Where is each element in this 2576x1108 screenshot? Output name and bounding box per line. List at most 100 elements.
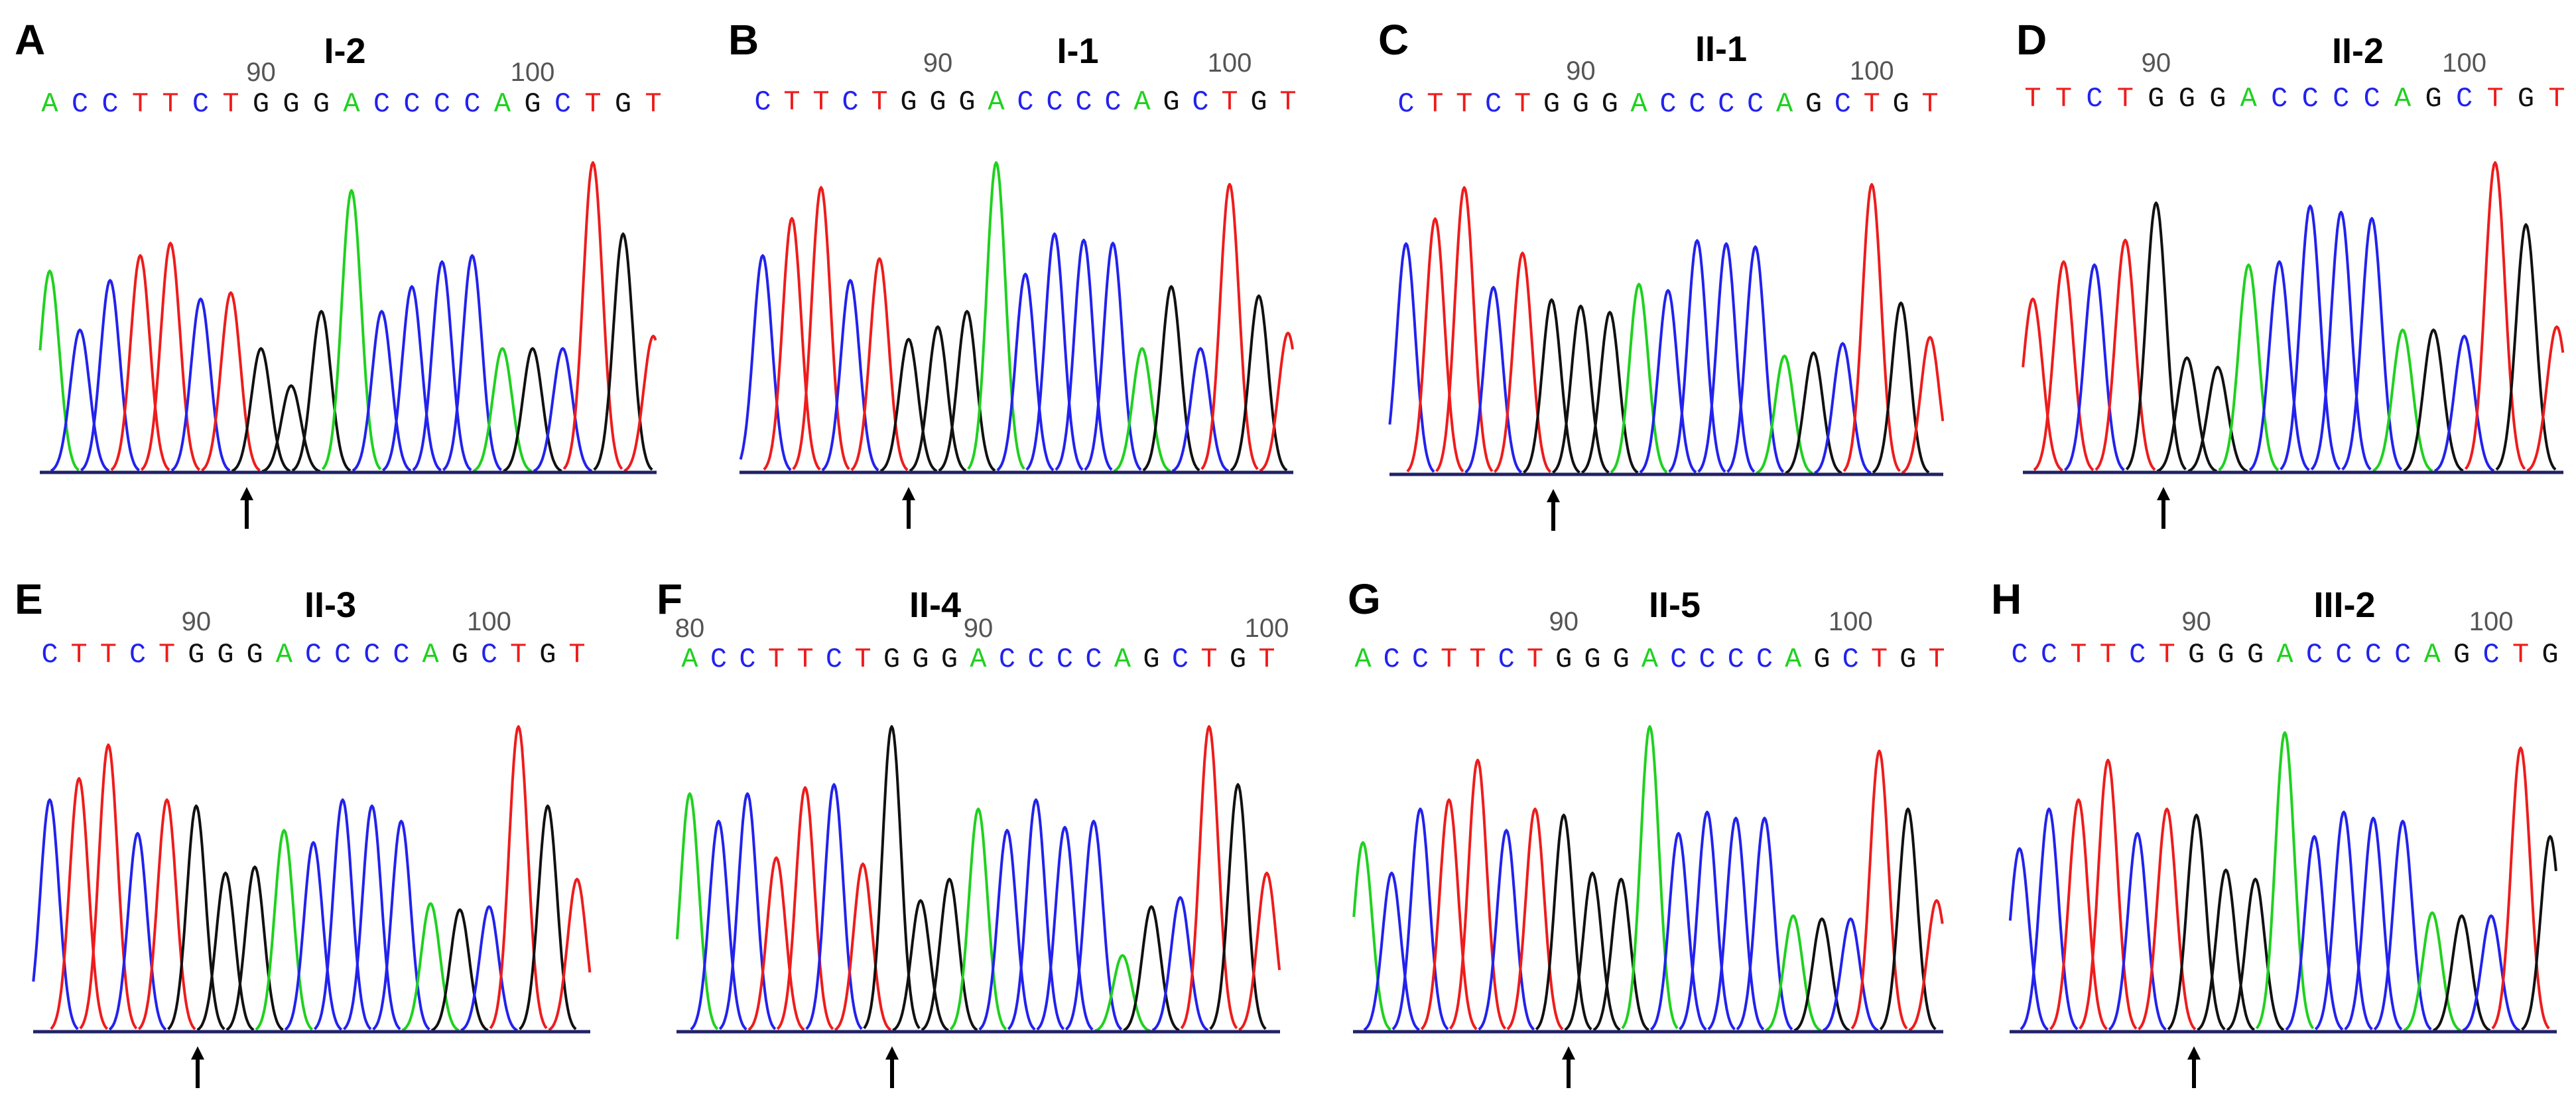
base-call: G xyxy=(1813,644,1830,675)
peak-G xyxy=(1793,917,1850,1032)
base-call: T xyxy=(2548,83,2565,115)
base-call: T xyxy=(1427,88,1443,120)
mutation-arrow-icon xyxy=(2157,487,2170,529)
peak-A xyxy=(472,347,533,472)
peak-G xyxy=(2167,813,2226,1030)
base-call: A xyxy=(494,88,511,120)
base-call: C xyxy=(1027,644,1044,675)
peak-A xyxy=(321,189,382,470)
base-call: G xyxy=(2453,639,2470,671)
peak-A xyxy=(2255,731,2315,1030)
peak-T xyxy=(1449,758,1507,1030)
peak-G xyxy=(1535,813,1592,1030)
base-call: T xyxy=(1258,644,1275,675)
base-call: C xyxy=(2302,83,2319,115)
base-call: T xyxy=(584,88,601,120)
peak-A xyxy=(1621,725,1679,1030)
base-call: G xyxy=(2218,639,2234,671)
peak-C xyxy=(1697,242,1756,473)
base-call: G xyxy=(2425,83,2442,115)
peak-C xyxy=(1363,871,1420,1032)
base-call: T xyxy=(2024,83,2041,115)
peak-C xyxy=(2314,810,2373,1030)
peak-T xyxy=(2022,297,2063,472)
base-call: A xyxy=(1631,88,1648,120)
mutation-arrow-icon xyxy=(191,1046,204,1088)
base-call: T xyxy=(1441,644,1457,675)
base-call: C xyxy=(2335,639,2352,671)
peak-T xyxy=(110,254,170,471)
peak-C xyxy=(1668,239,1726,473)
base-call: C xyxy=(1485,88,1502,120)
peak-C xyxy=(2280,204,2341,470)
base-call: G xyxy=(524,88,541,120)
peak-C xyxy=(1478,829,1535,1031)
base-call: G xyxy=(2148,83,2164,115)
panel-letter: A xyxy=(15,16,45,64)
peak-G xyxy=(2197,868,2255,1031)
peak-G xyxy=(503,347,562,472)
peak-A xyxy=(949,807,1007,1030)
base-call: G xyxy=(1584,644,1600,675)
base-call: T xyxy=(871,86,887,118)
base-call: G xyxy=(539,639,556,671)
peak-A xyxy=(1756,354,1813,474)
base-call: C xyxy=(1835,88,1851,120)
base-call: T xyxy=(2055,83,2072,115)
peak-C xyxy=(372,819,430,1030)
peak-T xyxy=(776,786,834,1030)
base-call: C xyxy=(72,88,88,120)
base-call: A xyxy=(2240,83,2258,115)
peak-C xyxy=(50,328,110,472)
base-call: C xyxy=(334,639,351,671)
peak-T xyxy=(1494,251,1552,473)
peak-C xyxy=(2285,835,2344,1031)
base-call: C xyxy=(393,639,409,671)
peak-G xyxy=(863,725,921,1030)
base-call: T xyxy=(1279,86,1296,118)
base-call: G xyxy=(941,644,958,675)
base-call: T xyxy=(162,88,178,120)
mutation-arrow-icon xyxy=(1547,489,1560,531)
peak-C xyxy=(1464,286,1523,474)
base-call: C xyxy=(2333,83,2349,115)
base-call: T xyxy=(71,639,88,671)
peak-T xyxy=(1850,749,1908,1030)
base-call: C xyxy=(2456,83,2473,115)
position-label: 90 xyxy=(1549,607,1579,636)
base-call: A xyxy=(2394,83,2412,115)
base-call: C xyxy=(2129,639,2146,671)
peak-C xyxy=(2341,217,2403,471)
base-call: T xyxy=(2486,83,2503,115)
peak-G xyxy=(430,908,489,1032)
peak-T xyxy=(1842,182,1901,472)
position-label: 90 xyxy=(2142,48,2171,78)
base-call: T xyxy=(2070,639,2087,671)
peak-A xyxy=(2403,911,2461,1032)
base-call: T xyxy=(797,644,813,675)
base-call: T xyxy=(783,86,800,118)
peak-G xyxy=(1552,305,1610,474)
base-call: T xyxy=(768,644,785,675)
peak-C xyxy=(343,804,401,1030)
position-label: 100 xyxy=(2469,607,2514,636)
base-call: T xyxy=(2117,83,2134,115)
base-call: C xyxy=(41,639,58,671)
position-label: 90 xyxy=(182,607,212,636)
base-call: G xyxy=(2247,639,2264,671)
base-call: G xyxy=(912,644,929,675)
peak-G xyxy=(1523,298,1580,474)
peak-G xyxy=(261,384,321,473)
peak-T xyxy=(1506,807,1564,1030)
base-call: G xyxy=(1602,88,1618,120)
base-call: T xyxy=(2100,639,2116,671)
peak-T xyxy=(834,863,891,1031)
peak-C xyxy=(1707,817,1765,1030)
base-call: T xyxy=(100,639,117,671)
base-call: C xyxy=(554,88,571,120)
base-call: G xyxy=(1230,644,1246,675)
peak-G xyxy=(1209,783,1267,1030)
peak-T xyxy=(2079,758,2138,1030)
